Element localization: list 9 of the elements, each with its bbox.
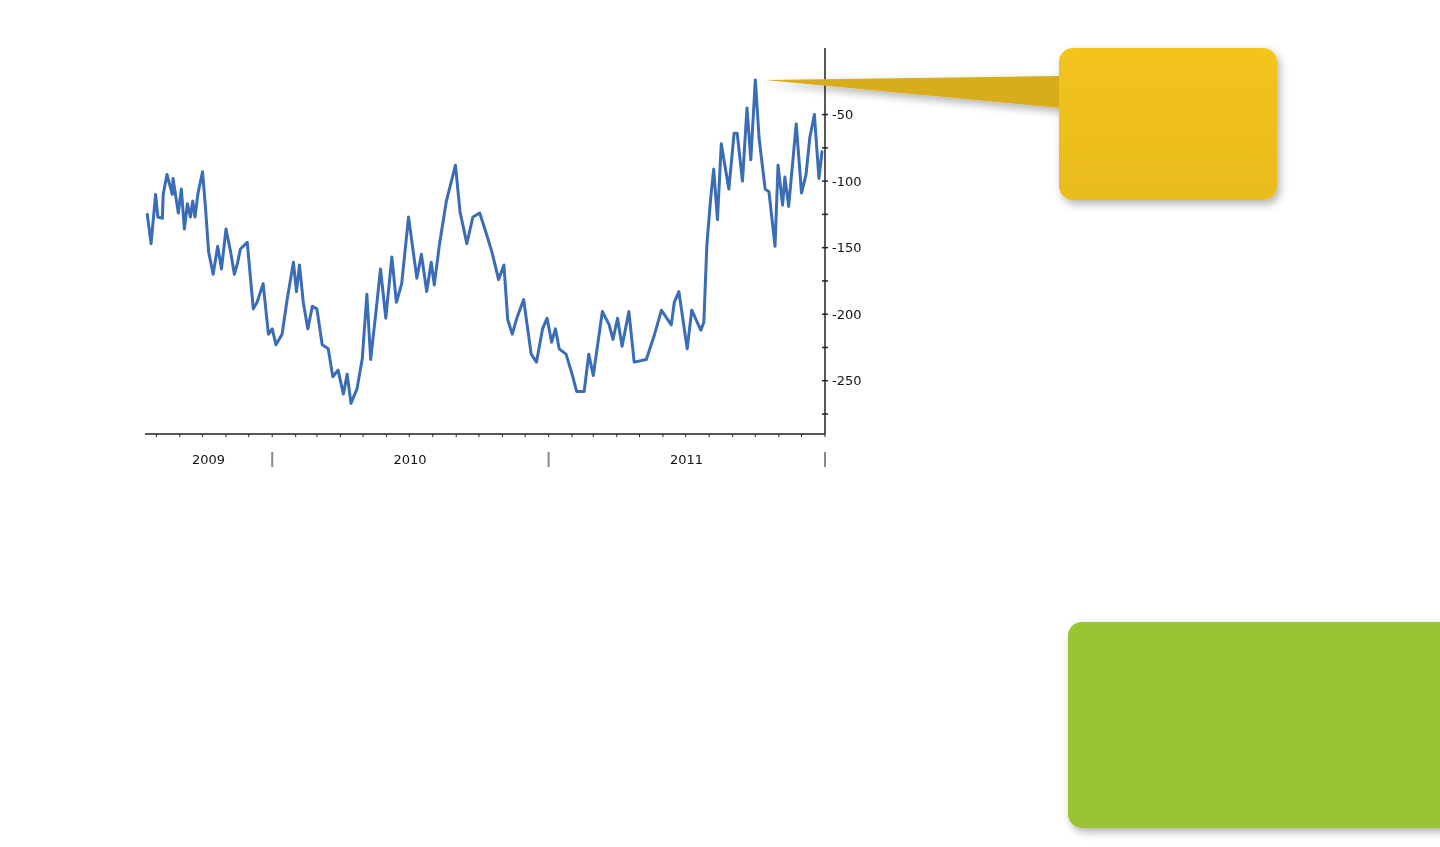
- y-tick-label: -100: [832, 173, 862, 189]
- y-tick-label: -200: [832, 306, 862, 322]
- x-tick-label: 2011: [669, 452, 703, 467]
- x-tick-label: 2010: [393, 452, 427, 467]
- line-series: [145, 78, 824, 405]
- x-tick-label: 2009: [192, 452, 226, 467]
- y-tick-label: -250: [832, 373, 862, 389]
- y-tick-label: -50: [832, 107, 854, 123]
- y-tick-label: -150: [832, 240, 862, 256]
